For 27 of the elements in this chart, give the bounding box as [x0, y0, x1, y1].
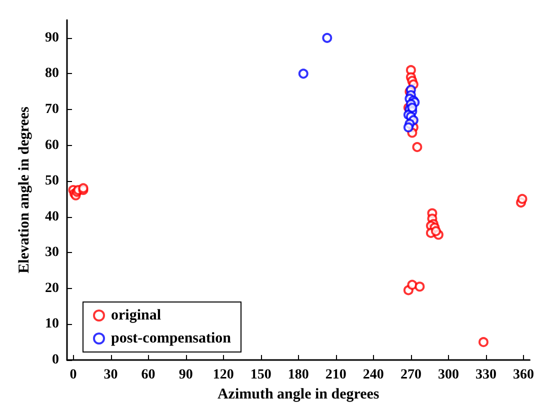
y-tick-label: 60: [45, 138, 59, 153]
x-tick-label: 360: [513, 368, 534, 382]
y-tick-label: 80: [45, 66, 59, 82]
x-tick-label: 0: [70, 368, 77, 382]
x-tick-label: 150: [250, 368, 272, 382]
x-tick-label: 180: [288, 368, 309, 382]
x-tick-label: 300: [438, 368, 459, 382]
y-tick-label: 70: [45, 102, 59, 117]
x-tick-label: 270: [400, 368, 422, 382]
legend-label: post-compensation: [111, 330, 232, 346]
x-tick-label: 60: [141, 368, 156, 382]
y-axis-title: Elevation angle in degrees: [16, 106, 32, 274]
y-tick-label: 30: [45, 245, 59, 260]
x-tick-label: 240: [362, 368, 384, 382]
x-tick-label: 120: [212, 368, 234, 382]
x-tick-label: 30: [104, 368, 118, 382]
y-tick-label: 40: [45, 209, 59, 224]
y-tick-label: 10: [45, 316, 59, 332]
legend-label: original: [111, 308, 162, 324]
y-tick-label: 90: [45, 30, 59, 46]
x-tick-label: 90: [178, 368, 193, 382]
y-tick-label: 20: [45, 280, 59, 296]
x-tick-label: 330: [475, 368, 496, 382]
x-axis-title: Azimuth angle in degrees: [217, 386, 380, 402]
x-tick-label: 210: [325, 368, 346, 382]
y-tick-label: 50: [45, 174, 59, 189]
y-tick-label: 0: [52, 352, 59, 368]
